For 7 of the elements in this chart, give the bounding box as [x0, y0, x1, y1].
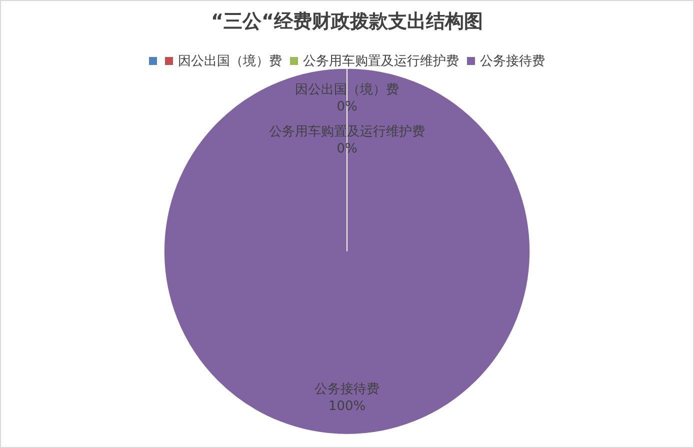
- legend-label: 公务用车购置及运行维护费: [303, 53, 459, 70]
- legend-label: 因公出国（境）费: [178, 53, 282, 70]
- slice-label: 公务接待费: [314, 382, 380, 397]
- category-label: 因公出国（境）费: [295, 82, 399, 98]
- data-label: 100%: [328, 398, 366, 414]
- chart-title: “三公“经费财政拨款支出结构图: [211, 10, 483, 32]
- legend-label: 公务接待费: [480, 53, 545, 70]
